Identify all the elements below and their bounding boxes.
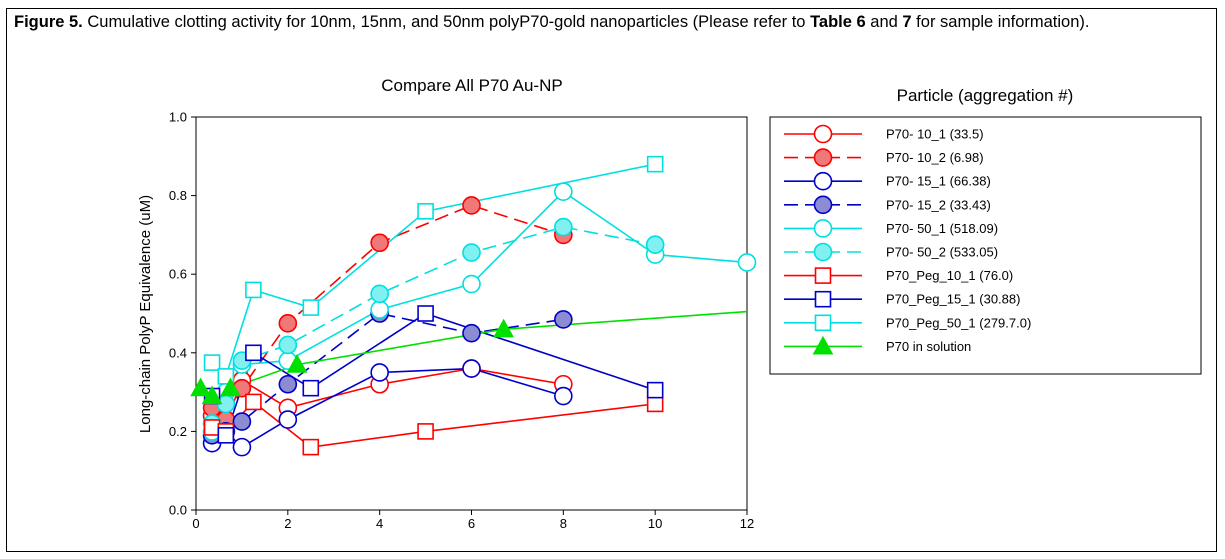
- data-point-s3-4: [278, 410, 298, 429]
- x-tick-label: 12: [740, 516, 754, 531]
- data-point-s8-6: [646, 381, 664, 399]
- data-point-s10-1: [190, 377, 211, 397]
- legend-label-3: P70- 15_1 (66.38): [886, 174, 991, 189]
- data-point-s8-5: [417, 305, 434, 322]
- legend-marker-2: [813, 148, 833, 167]
- data-point-s7-5: [417, 423, 434, 440]
- y-tick-label: 0.2: [169, 424, 187, 439]
- data-point-s10-2: [201, 385, 223, 405]
- legend-label-9: P70_Peg_50_1 (279.7.0): [886, 315, 1031, 330]
- caption-label: Figure 5.: [14, 13, 83, 31]
- legend-marker-6: [813, 242, 833, 262]
- data-point-s7-1: [203, 419, 221, 436]
- legend-label-5: P70- 50_1 (518.09): [886, 221, 998, 236]
- legend-marker-7: [814, 267, 832, 284]
- y-tick-label: 1.0: [169, 110, 187, 125]
- x-tick-label: 6: [468, 516, 475, 531]
- data-point-s3-7: [554, 386, 573, 406]
- data-point-s4-6: [462, 323, 481, 343]
- legend-marker-5: [813, 219, 833, 238]
- y-tick-label: 0.4: [169, 345, 187, 360]
- data-point-s5-9: [737, 253, 757, 272]
- data-point-s9-3: [245, 281, 262, 299]
- chart-title: Compare All P70 Au-NP: [381, 76, 562, 95]
- data-point-s4-3: [232, 412, 252, 431]
- data-point-s9-5: [417, 203, 434, 220]
- data-point-s8-2: [217, 427, 235, 444]
- x-tick-label: 0: [192, 516, 199, 531]
- data-point-s6-8: [645, 235, 665, 255]
- data-point-s10-3: [220, 377, 241, 397]
- data-point-s4-4: [278, 374, 298, 394]
- legend-marker-8: [814, 290, 832, 308]
- data-point-s10-5: [493, 318, 514, 338]
- legend-label-8: P70_Peg_15_1 (30.88): [886, 292, 1020, 307]
- y-tick-label: 0.0: [169, 503, 187, 518]
- caption-text-2: for sample information).: [911, 13, 1090, 31]
- caption-ref-table-6: Table 6: [810, 13, 866, 31]
- axes-group: 0 2 4 6 8 10 12 0.0 0.2 0.4 0.6 0.8 1.0: [169, 110, 754, 532]
- y-tick-label: 0.8: [169, 188, 187, 203]
- data-point-s5-6: [462, 274, 481, 294]
- series-markers: [190, 155, 757, 457]
- data-point-s6-4: [278, 335, 298, 355]
- data-point-s5-5: [370, 300, 389, 319]
- data-point-s3-5: [370, 363, 389, 382]
- y-tick-label: 0.6: [169, 267, 187, 282]
- x-tick-label: 10: [648, 516, 662, 531]
- x-tick-label: 2: [284, 516, 291, 531]
- data-point-s3-6: [462, 359, 481, 378]
- data-point-s2-6: [462, 196, 481, 215]
- legend-label-10: P70 in solution: [886, 339, 971, 354]
- caption-text-1: Cumulative clotting activity for 10nm, 1…: [82, 13, 811, 31]
- legend-title: Particle (aggregation #): [897, 86, 1074, 105]
- legend-marker-4: [813, 195, 833, 215]
- data-point-s9-1: [203, 354, 221, 371]
- plot-area-frame: [195, 116, 748, 511]
- legend-label-6: P70- 50_2 (533.05): [886, 245, 998, 260]
- data-point-s10-4: [286, 354, 308, 373]
- data-point-s7-6: [646, 395, 664, 413]
- data-point-s6-5: [370, 284, 389, 304]
- data-point-s7-4: [302, 438, 320, 456]
- data-point-s2-4: [278, 314, 298, 333]
- data-point-s5-7: [554, 182, 573, 201]
- legend-marker-3: [813, 171, 833, 191]
- data-point-s8-4: [302, 379, 320, 397]
- data-point-s2-5: [370, 233, 389, 253]
- legend-label-2: P70- 10_2 (6.98): [886, 150, 984, 165]
- x-tick-label: 4: [376, 516, 383, 531]
- x-tick-label: 8: [560, 516, 567, 531]
- series-line-5: [211, 190, 747, 432]
- legend-label-4: P70- 15_2 (33.43): [886, 197, 991, 212]
- data-point-s6-6: [462, 243, 481, 262]
- legend-marker-10: [812, 335, 834, 355]
- data-point-s6-7: [554, 217, 573, 237]
- legend-label-7: P70_Peg_10_1 (76.0): [886, 268, 1013, 283]
- figure-caption: Figure 5. Cumulative clotting activity f…: [14, 12, 1204, 32]
- legend-label-1: P70- 10_1 (33.5): [886, 127, 984, 142]
- y-axis-label: Long-chain PolyP Equivalence (uM): [137, 195, 154, 433]
- data-point-s3-3: [232, 437, 252, 457]
- data-point-s9-4: [302, 299, 320, 316]
- legend-marker-9: [814, 314, 832, 332]
- legend-marker-1: [813, 124, 833, 144]
- data-point-s8-3: [245, 344, 262, 362]
- legend-box: [769, 116, 1202, 375]
- caption-and: and: [865, 13, 903, 31]
- caption-ref-7: 7: [902, 13, 912, 31]
- legend-group: P70- 10_1 (33.5) P70- 10_2 (6.98) P70- 15_…: [784, 124, 1031, 355]
- data-point-s4-7: [554, 310, 573, 329]
- data-point-s9-6: [646, 155, 664, 173]
- data-point-s7-3: [245, 393, 262, 411]
